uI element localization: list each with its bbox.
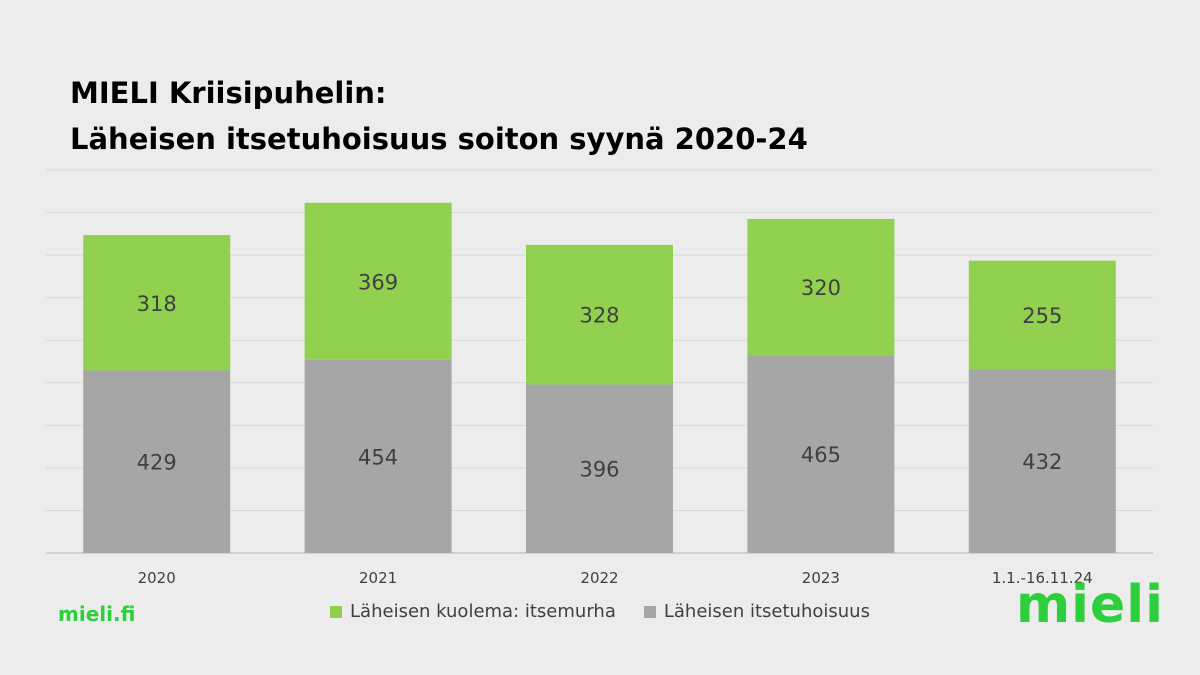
data-label: 255 bbox=[1022, 304, 1062, 328]
legend-swatch-gray bbox=[643, 605, 656, 618]
mieli-logo: mieli bbox=[1016, 575, 1164, 635]
data-label: 328 bbox=[579, 304, 619, 328]
title-line-2: Läheisen itsetuhoisuus soiton syynä 2020… bbox=[70, 122, 808, 156]
bar-suicidality-4 bbox=[968, 369, 1116, 553]
legend-item-suicide: Läheisen kuolema: itsemurha bbox=[330, 601, 616, 622]
site-link[interactable]: mieli.fi bbox=[58, 602, 136, 626]
data-label: 465 bbox=[801, 443, 841, 467]
x-tick-label: 2020 bbox=[138, 569, 176, 587]
data-label: 432 bbox=[1022, 450, 1062, 474]
legend-label-suicidality: Läheisen itsetuhoisuus bbox=[663, 601, 870, 622]
x-tick-label: 2022 bbox=[580, 569, 618, 587]
chart-title: MIELI Kriisipuhelin: Läheisen itsetuhois… bbox=[70, 70, 808, 162]
bar-suicide-1 bbox=[304, 202, 452, 360]
legend: Läheisen kuolema: itsemurha Läheisen its… bbox=[0, 601, 1200, 622]
data-label: 318 bbox=[137, 292, 177, 316]
data-label: 396 bbox=[579, 458, 619, 482]
legend-item-suicidality: Läheisen itsetuhoisuus bbox=[643, 601, 870, 622]
data-label: 454 bbox=[358, 445, 398, 469]
data-label: 320 bbox=[801, 276, 841, 300]
bar-suicide-4 bbox=[968, 260, 1116, 370]
bar-suicidality-1 bbox=[304, 359, 452, 553]
legend-swatch-green bbox=[330, 605, 343, 618]
data-label: 429 bbox=[137, 451, 177, 475]
bar-suicidality-3 bbox=[747, 355, 895, 553]
legend-label-suicide: Läheisen kuolema: itsemurha bbox=[350, 601, 616, 622]
x-tick-label: 2021 bbox=[359, 569, 397, 587]
data-label: 369 bbox=[358, 270, 398, 294]
x-tick-label: 1.1.-16.11.24 bbox=[992, 569, 1093, 587]
bar-suicidality-0 bbox=[83, 370, 231, 553]
bar-suicide-3 bbox=[747, 218, 895, 356]
bar-suicidality-2 bbox=[526, 384, 673, 553]
bar-suicide-0 bbox=[83, 235, 231, 371]
x-tick-label: 2023 bbox=[802, 569, 840, 587]
title-line-1: MIELI Kriisipuhelin: bbox=[70, 76, 387, 110]
bar-suicide-2 bbox=[526, 244, 673, 385]
